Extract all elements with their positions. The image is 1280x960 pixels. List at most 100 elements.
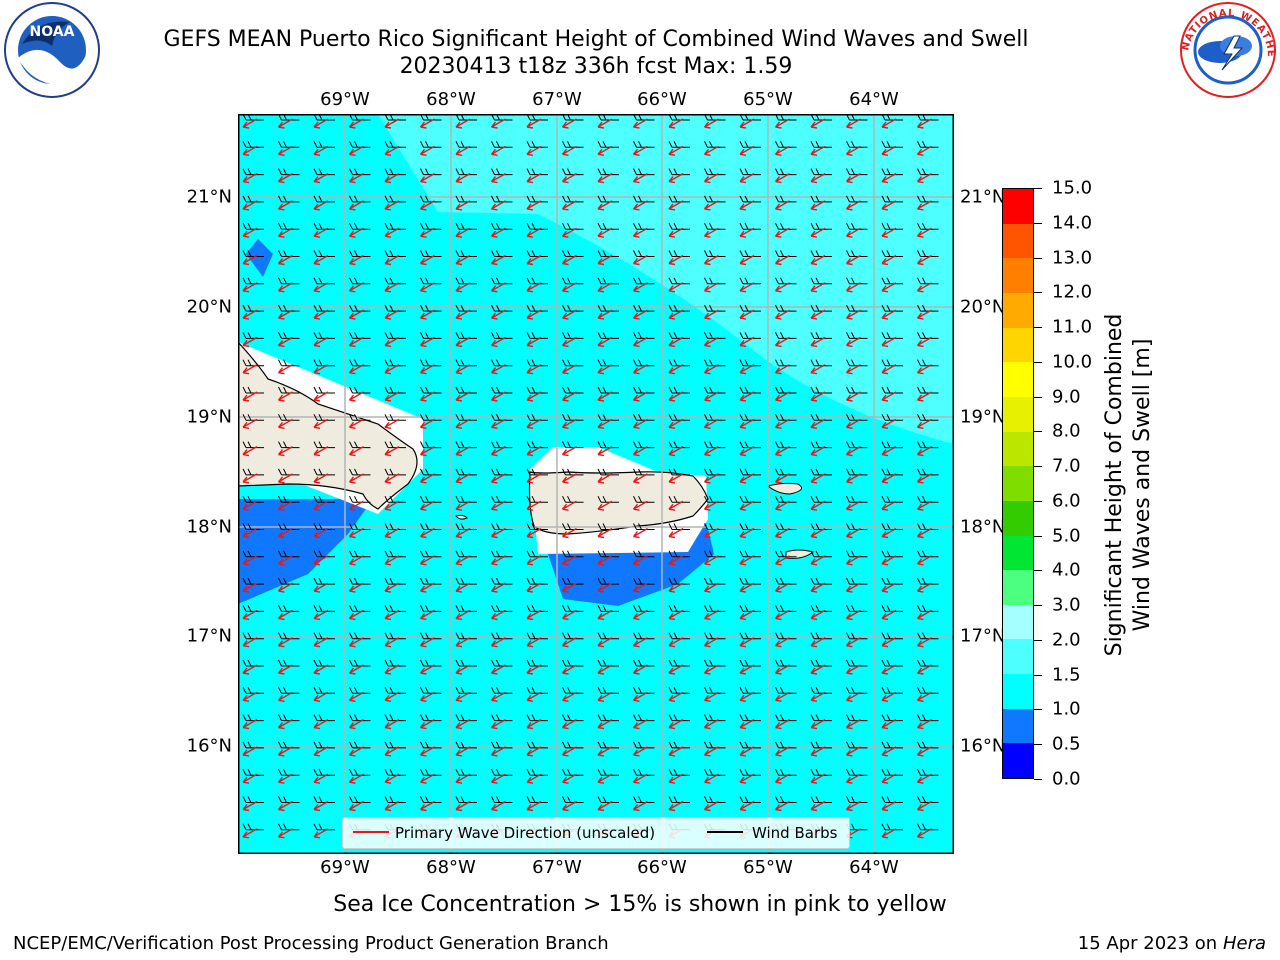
wave-direction-arrow	[313, 145, 329, 156]
colorbar-tick-label: 2.0	[1052, 629, 1081, 651]
wave-direction-arrow	[419, 418, 435, 429]
wave-direction-arrow	[916, 500, 932, 511]
wave-direction-arrow	[313, 800, 329, 812]
lon-label: 66°W	[637, 857, 687, 878]
wave-direction-arrow	[455, 172, 471, 184]
credit-text: NCEP/EMC/Verification Post Processing Pr…	[13, 933, 609, 954]
wave-direction-arrow	[916, 172, 932, 184]
wave-direction-arrow	[419, 391, 435, 402]
wave-direction-arrow	[739, 637, 755, 648]
lon-label: 69°W	[320, 857, 370, 878]
wave-direction-arrow	[419, 691, 435, 702]
wave-direction-arrow	[277, 227, 293, 238]
lon-label: 67°W	[532, 857, 582, 878]
wave-direction-arrow	[490, 691, 506, 702]
wave-direction-arrow	[881, 773, 897, 784]
wave-direction-arrow	[668, 282, 684, 293]
wave-direction-arrow	[668, 364, 684, 375]
wave-direction-arrow	[810, 200, 826, 211]
wave-direction-arrow	[526, 746, 542, 757]
wave-direction-arrow	[526, 582, 542, 593]
wave-direction-arrow	[526, 364, 542, 375]
legend-primary-wave-swatch	[353, 831, 389, 833]
wave-direction-arrow	[277, 445, 293, 457]
wave-direction-arrow	[419, 609, 435, 621]
lon-label: 67°W	[532, 89, 582, 110]
wave-direction-arrow	[490, 254, 506, 266]
wave-direction-arrow	[668, 637, 684, 648]
wave-direction-arrow	[384, 637, 400, 648]
wave-direction-arrow	[277, 172, 293, 184]
wave-direction-arrow	[845, 200, 861, 211]
wave-direction-arrow	[242, 200, 258, 211]
wave-direction-arrow	[739, 718, 755, 730]
wave-direction-arrow	[668, 746, 684, 757]
wave-direction-arrow	[561, 691, 577, 702]
wave-direction-arrow	[313, 282, 329, 293]
wave-direction-arrow	[384, 691, 400, 702]
wave-direction-arrow	[561, 609, 577, 621]
wave-direction-arrow	[881, 445, 897, 457]
wave-direction-arrow	[845, 582, 861, 593]
wave-direction-arrow	[384, 118, 400, 129]
wave-direction-arrow	[526, 254, 542, 266]
lat-label: 17°N	[186, 625, 232, 647]
wave-direction-arrow	[348, 773, 364, 784]
colorbar-tick-mark	[1034, 709, 1042, 711]
colorbar-tick-mark	[1034, 674, 1042, 676]
wave-direction-arrow	[632, 527, 648, 539]
wave-direction-arrow	[703, 309, 719, 320]
wave-direction-arrow	[703, 609, 719, 621]
wave-direction-arrow	[916, 227, 932, 238]
wave-direction-arrow	[455, 227, 471, 238]
wave-direction-arrow	[384, 582, 400, 593]
wave-direction-arrow	[490, 664, 506, 675]
colorbar-segment	[1003, 189, 1033, 224]
wave-direction-arrow	[242, 500, 258, 511]
wave-direction-arrow	[774, 473, 790, 484]
wave-direction-arrow	[916, 609, 932, 621]
wave-direction-arrow	[384, 746, 400, 757]
wave-direction-arrow	[845, 555, 861, 566]
wave-direction-arrow	[384, 364, 400, 375]
wave-direction-arrow	[739, 391, 755, 402]
wave-direction-arrow	[597, 418, 613, 429]
colorbar-tick-label: 14.0	[1052, 212, 1093, 234]
wave-direction-arrow	[668, 172, 684, 184]
wave-direction-arrow	[632, 200, 648, 211]
wave-direction-arrow	[632, 227, 648, 238]
wave-direction-arrow	[277, 527, 293, 539]
wave-field-0.5-to-1m-small	[246, 239, 273, 277]
wave-direction-arrow	[313, 582, 329, 593]
wave-direction-arrow	[703, 582, 719, 593]
wave-direction-arrow	[384, 336, 400, 348]
lat-label: 20°N	[960, 296, 1006, 318]
lat-label: 20°N	[186, 296, 232, 318]
wave-direction-arrow	[703, 800, 719, 812]
wave-direction-arrow	[668, 309, 684, 320]
wave-direction-arrow	[632, 473, 648, 484]
wave-direction-arrow	[739, 555, 755, 566]
wave-direction-arrow	[632, 555, 648, 566]
wave-direction-arrow	[845, 664, 861, 675]
wave-direction-arrow	[277, 254, 293, 266]
wave-direction-arrow	[845, 282, 861, 293]
wave-direction-arrow	[242, 364, 258, 375]
wave-direction-arrow	[384, 445, 400, 457]
wave-direction-arrow	[455, 145, 471, 156]
wave-direction-arrow	[384, 718, 400, 730]
nws-logo-icon: NATIONAL WEATHER SERVICE	[1176, 0, 1276, 98]
wave-direction-arrow	[632, 118, 648, 129]
wave-direction-arrow	[455, 773, 471, 784]
wave-direction-arrow	[561, 200, 577, 211]
wave-direction-arrow	[455, 391, 471, 402]
wave-direction-arrow	[597, 473, 613, 484]
wave-direction-arrow	[810, 254, 826, 266]
wave-direction-arrow	[774, 746, 790, 757]
wave-direction-arrow	[810, 336, 826, 348]
wave-direction-arrow	[881, 500, 897, 511]
wave-direction-arrow	[242, 309, 258, 320]
colorbar-segment	[1003, 431, 1033, 467]
wave-direction-arrow	[348, 582, 364, 593]
wave-direction-arrow	[810, 391, 826, 402]
